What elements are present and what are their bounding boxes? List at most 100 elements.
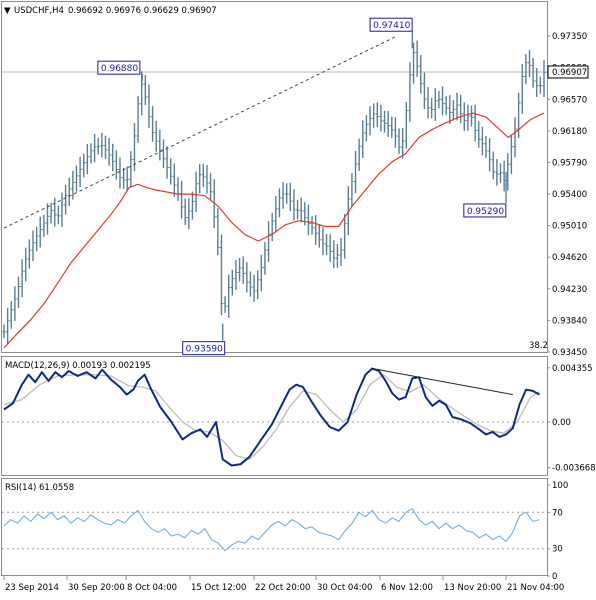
price-bar: [190, 191, 195, 220]
annotation-text: 0.97410: [373, 21, 410, 31]
price-bar: [437, 90, 441, 109]
price-bar: [53, 197, 57, 227]
price-bar: [404, 101, 408, 149]
price-bar: [535, 68, 539, 97]
price-bar: [216, 208, 220, 256]
price-bar: [125, 166, 129, 192]
price-bar: [38, 216, 42, 248]
price-bar: [346, 186, 350, 236]
price-bar: [16, 276, 21, 308]
price-bar: [527, 49, 532, 78]
price-bar: [361, 120, 365, 158]
annotation-text: 0.93590: [186, 345, 223, 355]
annotation-text: 0.96880: [101, 64, 138, 74]
price-bar: [169, 158, 173, 185]
price-bar: [259, 254, 263, 292]
price-bar: [422, 72, 427, 109]
price-annotation-label: 0.96880: [97, 60, 141, 75]
time-tick-label: 30 Oct 04:00: [317, 583, 372, 593]
price-bar: [495, 159, 499, 186]
price-bar: [234, 260, 238, 290]
macd-tick-label: -0.003668: [552, 464, 596, 474]
price-bar: [13, 286, 17, 322]
price-bar: [448, 95, 452, 125]
price-bar: [408, 62, 412, 122]
price-bar: [111, 143, 115, 172]
price-panel-frame: [1, 1, 548, 353]
rsi-lines: [3, 508, 540, 552]
price-bar: [335, 244, 340, 268]
rsi-levels: [2, 511, 547, 550]
price-bar: [451, 100, 455, 121]
price-bar: [328, 234, 332, 263]
price-bar: [480, 126, 484, 156]
price-bar: [56, 205, 60, 225]
price-bar: [542, 60, 546, 97]
price-bar: [64, 185, 68, 215]
price-bar: [285, 183, 289, 204]
price-bar: [277, 188, 282, 218]
price-tick-label: 0.94620: [552, 253, 587, 263]
price-bar: [393, 117, 398, 148]
rsi-line: [3, 508, 540, 552]
price-bar: [459, 94, 463, 124]
price-annotation-label: 0.93590: [182, 341, 226, 356]
price-tick-label: 0.93450: [552, 348, 587, 358]
price-bar: [107, 137, 111, 166]
price-bar: [252, 274, 256, 302]
price-bar: [74, 165, 79, 192]
price-bar: [488, 137, 492, 172]
price-bar: [299, 197, 303, 223]
time-tick-label: 15 Oct 12:00: [191, 583, 246, 593]
price-bar: [85, 143, 89, 175]
price-bar: [158, 129, 162, 161]
price-tick-label: 0.95400: [552, 190, 587, 200]
price-tick-label: 0.94230: [552, 285, 587, 295]
annotation-box: [97, 60, 141, 75]
price-bar: [455, 92, 459, 121]
price-bar: [281, 181, 285, 209]
price-bar: [332, 240, 336, 269]
time-tick-label: 22 Oct 20:00: [255, 583, 310, 593]
price-trendline: [3, 35, 397, 229]
price-bar: [136, 96, 140, 143]
price-bar: [473, 104, 477, 142]
price-bars: [2, 31, 546, 344]
price-bar: [321, 227, 325, 256]
price-bar: [357, 138, 361, 171]
price-bar: [103, 135, 108, 159]
price-bar: [419, 55, 423, 94]
fib-level-note: 38.2: [529, 341, 548, 351]
price-bar: [60, 192, 64, 227]
price-bar: [462, 102, 466, 131]
price-bar: [132, 122, 137, 172]
macd-tick-label: 0.004355: [552, 364, 593, 374]
price-bar: [154, 120, 158, 152]
time-tick-label: 30 Sep 20:00: [68, 583, 125, 593]
time-tick-label: 6 Nov 12:00: [381, 583, 433, 593]
price-bar: [143, 74, 147, 106]
macd-lines: [3, 367, 540, 467]
price-bar: [375, 102, 379, 127]
price-bar: [27, 239, 31, 269]
price-bar: [89, 143, 93, 164]
price-tick-label: 0.95010: [552, 222, 587, 232]
time-tick-label: 13 Nov 20:00: [444, 583, 501, 593]
price-bar: [230, 269, 234, 296]
price-bar: [35, 226, 39, 252]
price-bar: [520, 63, 524, 115]
price-bar: [227, 274, 231, 318]
rsi-tick-label: 30: [552, 545, 563, 555]
price-bar: [440, 86, 445, 116]
rsi-tick-label: 0: [552, 572, 557, 582]
price-bar: [491, 151, 495, 180]
symbol-dropdown-icon[interactable]: ▼: [4, 6, 11, 16]
price-bar: [415, 40, 419, 77]
annotation-box: [182, 341, 226, 356]
price-bar: [310, 216, 314, 235]
price-bar: [469, 105, 474, 127]
price-bar: [219, 234, 224, 316]
price-bar: [78, 156, 82, 188]
price-bar: [100, 132, 104, 158]
